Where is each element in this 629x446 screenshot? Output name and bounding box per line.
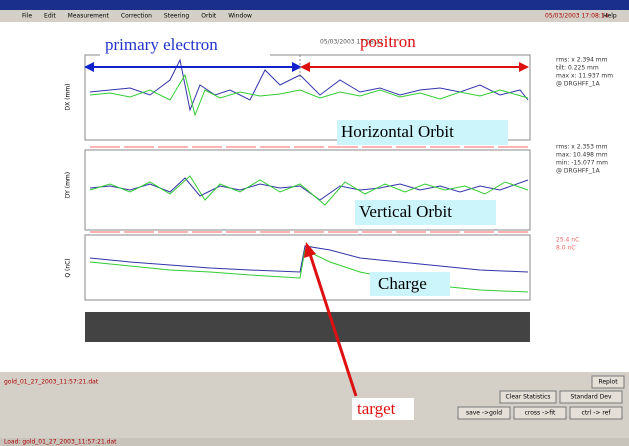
bpm-strip [85,312,530,342]
menu-item[interactable]: Edit [44,13,56,20]
primary-box [100,33,270,57]
axis-label: DY (mm) [65,172,72,198]
side-info-line: rms: x 2.353 mm [556,144,608,151]
q-trace-1 [89,245,529,273]
button[interactable] [591,375,625,389]
button[interactable] [569,406,623,420]
side-info-line: @ DRGHFF_1A [556,81,601,88]
clock: 05/03/2003 17:08:14 [545,13,609,20]
button[interactable] [499,390,557,404]
side-info-line: rms: x 2.394 mm [556,57,608,64]
primary-label: primary electron [105,35,218,54]
dx-trace-2 [89,73,529,117]
button-label[interactable]: cross ->fit [525,410,556,417]
arrow-head [300,62,310,72]
file-name: gold_01_27_2003_11:57:21.dat [4,379,99,386]
menu-bar: File Edit Measurement Correction Steering Orb… [22,13,252,20]
dx-trace-1 [89,58,529,112]
horizontal-box [337,120,508,145]
charge-box [370,272,450,296]
horizontal-label: Horizontal Orbit [341,122,454,141]
dy-trace-1 [89,177,529,201]
button-label[interactable]: Standard Dev [570,394,612,401]
status-bar [0,438,629,446]
target-box [352,398,414,420]
charge-label: Charge [378,274,427,293]
axis-label: Q (nC) [65,258,72,277]
vertical-box [355,200,496,225]
menu-item[interactable]: Measurement [68,13,110,20]
controls: Clear Statistics Standard Dev Replot save -… [457,375,625,420]
side-info-line: max x: 11.937 mm [556,73,613,80]
button-label[interactable]: Clear Statistics [505,394,550,401]
plot-stamp: 05/03/2003 17:08:11 [320,39,384,46]
side-info-line: 25.4 nC [556,237,579,244]
side-info-line: tilt: 0.225 mm [556,65,599,72]
axis-labels: DX (mm) DY (mm) Q (nC) [65,83,72,277]
button[interactable] [559,390,623,404]
arrow-head [304,242,316,258]
panel-frame [84,149,531,231]
target-label: target [357,399,396,418]
panels [84,54,531,301]
side-info-line: 8.0 nC [556,245,575,252]
side-info-line: @ DRGHFF_1A [556,168,601,175]
arrow-head [84,62,94,72]
button-label[interactable]: Replot [598,379,618,386]
menu-item[interactable]: File [22,13,32,20]
vertical-label: Vertical Orbit [359,202,452,221]
title-bar [0,0,629,10]
panel-frame [84,54,531,141]
menu-item[interactable]: Orbit [201,13,217,20]
button-label[interactable]: ctrl -> ref [582,410,612,417]
menu-item[interactable]: Window [228,13,252,20]
button[interactable] [513,406,567,420]
target-arrow [308,253,358,397]
arrow-head [519,62,529,72]
arrow-head [292,62,302,72]
help-menu[interactable]: Help [603,13,617,20]
status-text: Load: gold_01_27_2003_11:57:21.dat [4,439,117,446]
menu-item[interactable]: Steering [164,13,189,20]
axis-label: DX (mm) [65,83,72,110]
panel-frame [84,234,531,301]
button-label[interactable]: save ->gold [466,410,502,417]
side-info-line: min: -15.077 mm [556,160,608,167]
dy-trace-2 [89,175,529,206]
menu-item[interactable]: Correction [121,13,152,20]
button[interactable] [457,406,511,420]
side-info-line: max: 10.498 mm [556,152,608,159]
positron-label: positron [360,32,416,51]
